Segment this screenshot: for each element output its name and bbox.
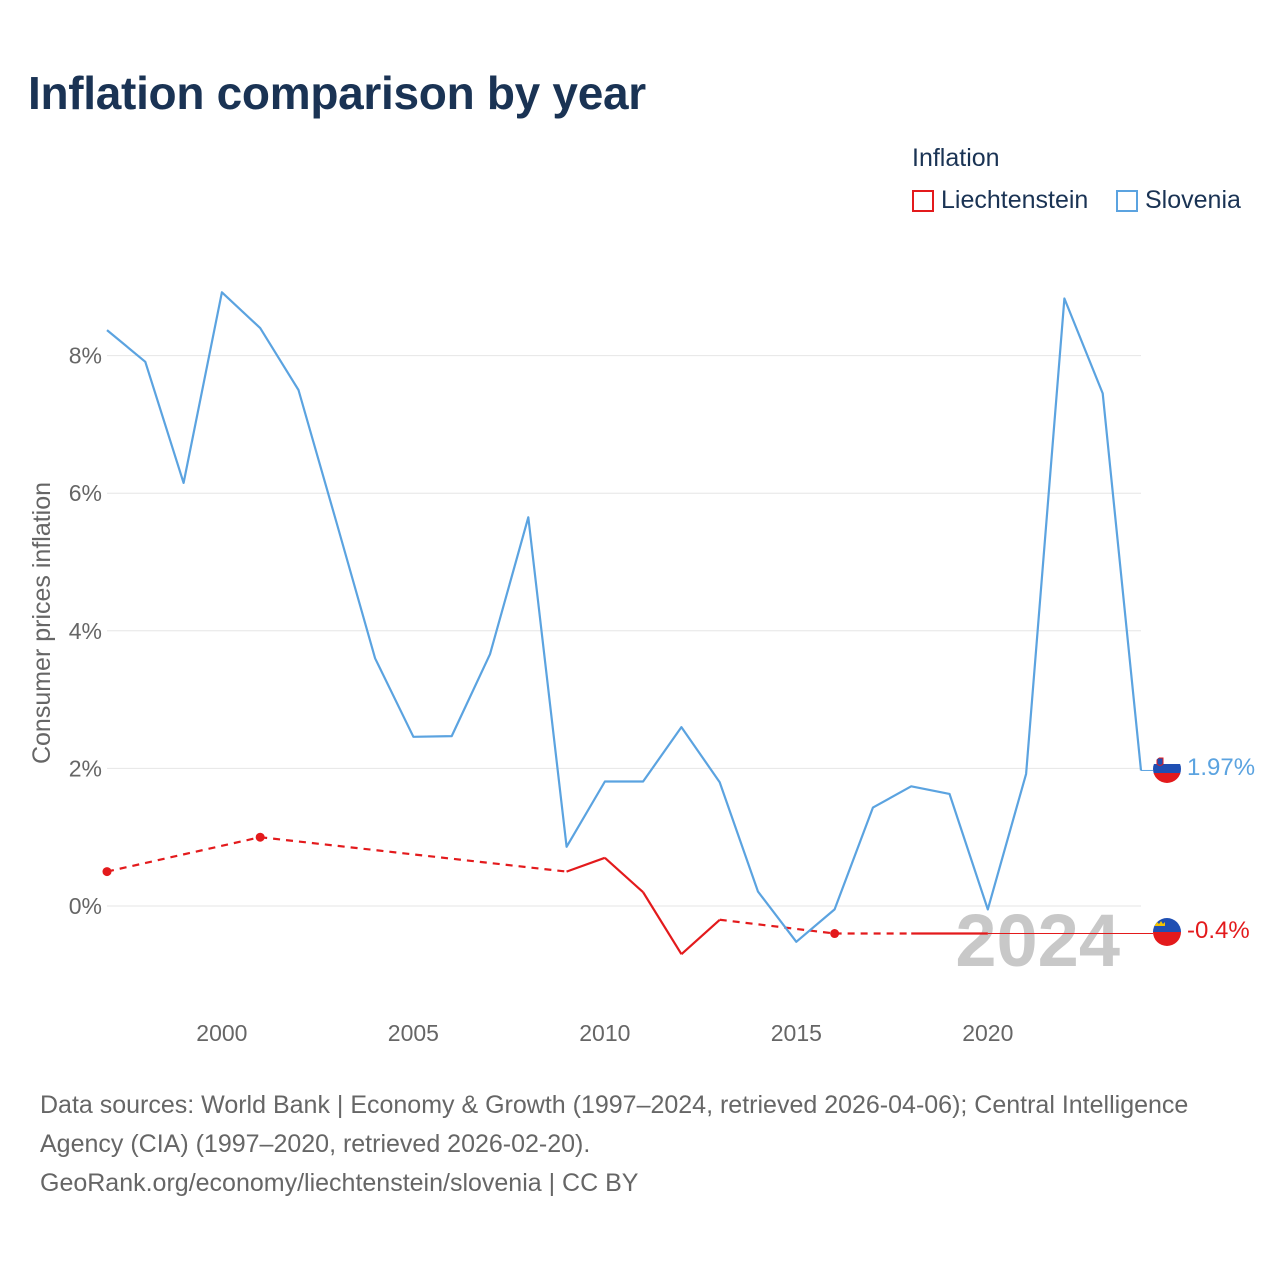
current-year-watermark: 2024 bbox=[955, 899, 1120, 982]
y-tick-label: 2% bbox=[69, 755, 102, 781]
liechtenstein-line-segment bbox=[106, 836, 261, 873]
y-tick-label: 8% bbox=[69, 343, 102, 369]
liechtenstein-line-segment bbox=[719, 918, 835, 935]
liechtenstein-data-point[interactable] bbox=[255, 832, 265, 842]
legend-label-liechtenstein: Liechtenstein bbox=[941, 186, 1089, 214]
x-tick-label: 2010 bbox=[579, 1020, 630, 1046]
footer-line-1: Data sources: World Bank | Economy & Gro… bbox=[40, 1091, 1189, 1119]
y-tick-label: 4% bbox=[69, 618, 102, 644]
slovenia-line bbox=[106, 291, 1143, 943]
x-tick-label: 2020 bbox=[962, 1020, 1013, 1046]
liechtenstein-data-point[interactable] bbox=[830, 929, 840, 939]
legend-title: Inflation bbox=[912, 144, 1000, 172]
legend-item-slovenia[interactable]: Slovenia bbox=[1116, 186, 1241, 215]
y-tick-label: 6% bbox=[69, 480, 102, 506]
liechtenstein-line-segment bbox=[566, 856, 606, 873]
chart-title: Inflation comparison by year bbox=[28, 67, 646, 119]
liechtenstein-line-segment bbox=[642, 891, 683, 955]
liechtenstein-line-segment bbox=[604, 857, 644, 894]
x-tick-label: 2015 bbox=[771, 1020, 822, 1046]
legend-swatch-liechtenstein bbox=[912, 189, 934, 212]
footer-line-3[interactable]: GeoRank.org/economy/liechtenstein/sloven… bbox=[40, 1169, 639, 1197]
liechtenstein-end-value-label: -0.4% bbox=[1187, 917, 1250, 944]
line-chart: 0% 2% 4% 6% 8% 2000 2005 2010 2015 2020 2024 Con… bbox=[28, 291, 1255, 1046]
slovenia-end-value-label: 1.97% bbox=[1187, 754, 1255, 781]
liechtenstein-line-segment bbox=[260, 836, 567, 873]
y-axis-label: Consumer prices inflation bbox=[28, 482, 56, 764]
footer-line-2: Agency (CIA) (1997–2020, retrieved 2026-… bbox=[40, 1130, 591, 1158]
slovenia-flag-icon bbox=[1153, 755, 1181, 783]
liechtenstein-data-point[interactable] bbox=[102, 867, 112, 877]
legend-label-slovenia: Slovenia bbox=[1145, 186, 1241, 214]
y-tick-label: 0% bbox=[69, 893, 102, 919]
legend-swatch-slovenia bbox=[1116, 189, 1138, 212]
liechtenstein-line-segment bbox=[680, 918, 721, 955]
x-tick-label: 2005 bbox=[388, 1020, 439, 1046]
x-tick-label: 2000 bbox=[196, 1020, 247, 1046]
data-sources-footer: Data sources: World Bank | Economy & Gro… bbox=[40, 1086, 1250, 1203]
legend-item-liechtenstein[interactable]: Liechtenstein bbox=[912, 186, 1088, 215]
liechtenstein-flag-icon bbox=[1153, 918, 1181, 946]
